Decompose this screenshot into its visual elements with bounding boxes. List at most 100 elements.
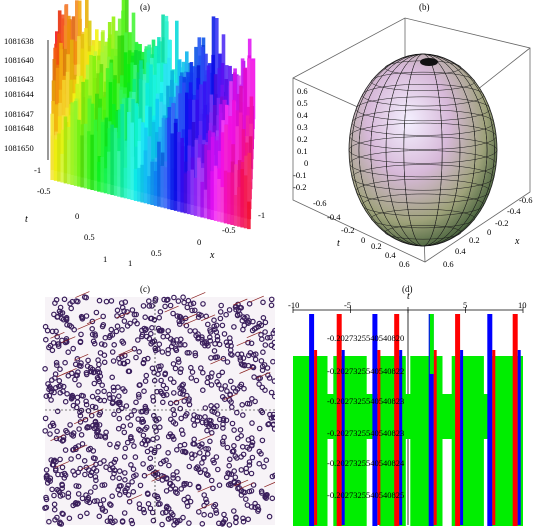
- scatter-point: [250, 364, 257, 371]
- t-tick: 0.5: [84, 232, 95, 242]
- scatter-point: [186, 350, 192, 356]
- scatter-point: [257, 375, 264, 381]
- scatter-point: [226, 522, 233, 528]
- scatter-point: [143, 424, 150, 431]
- trace-segment: [246, 331, 261, 339]
- scatter-point: [246, 488, 253, 495]
- surface-spike: [217, 179, 221, 222]
- scatter-point: [59, 481, 65, 488]
- scatter-point: [122, 445, 129, 452]
- scatter-point: [89, 393, 96, 400]
- scatter-point: [239, 362, 246, 368]
- scatter-point: [229, 420, 236, 427]
- y-tick: -0.2027325540540822: [327, 366, 405, 376]
- scatter-point: [177, 405, 184, 412]
- scatter-point: [117, 399, 123, 406]
- scatter-point: [228, 378, 234, 385]
- scatter-point: [193, 377, 200, 384]
- panel-label-d: (d): [402, 284, 413, 294]
- scatter-point: [64, 429, 70, 436]
- scatter-point: [197, 450, 203, 456]
- scatter-point: [242, 315, 248, 322]
- surface-spike: [207, 150, 211, 220]
- scatter-point: [240, 326, 246, 333]
- scatter-point: [78, 331, 84, 338]
- scatter-point: [116, 415, 123, 422]
- trace-segment: [73, 417, 89, 425]
- scatter-point: [99, 323, 106, 330]
- scatter-point: [149, 303, 155, 309]
- scatter-point: [73, 483, 80, 489]
- surface-spike: [213, 165, 218, 221]
- scatter-point: [55, 488, 62, 494]
- z-tick: 0.5: [297, 98, 308, 108]
- series-spike: [372, 314, 378, 526]
- surface-spike: [134, 146, 138, 191]
- surface-spike: [180, 137, 184, 213]
- scatter-point: [157, 308, 164, 315]
- scatter-point: [209, 408, 216, 415]
- scatter-point: [91, 466, 97, 472]
- scatter-point: [58, 521, 65, 527]
- scatter-point: [133, 472, 139, 478]
- trace-segment: [236, 339, 251, 347]
- scatter-point: [60, 383, 67, 390]
- surface-spike: [79, 75, 83, 137]
- scatter-point: [47, 475, 54, 482]
- scatter-point: [75, 491, 82, 497]
- series-spike: [492, 350, 496, 525]
- surface-spike: [153, 171, 158, 206]
- z-tick: 0.6: [297, 86, 308, 96]
- surface-spike: [140, 164, 144, 203]
- scatter-point: [64, 391, 70, 397]
- scatter-point: [219, 438, 226, 445]
- scatter-point: [246, 401, 253, 407]
- scatter-point: [91, 369, 97, 375]
- scatter-point: [160, 392, 167, 399]
- scatter-point: [47, 478, 54, 484]
- scatter-point: [198, 365, 204, 371]
- scatter-point: [128, 412, 135, 419]
- trace-segment: [50, 434, 65, 442]
- scatter-point: [193, 332, 199, 339]
- scatter-point: [260, 314, 267, 321]
- scatter-point: [109, 493, 116, 500]
- surface-spike: [77, 119, 81, 187]
- surface-spike: [87, 131, 91, 190]
- surface-spike: [74, 41, 79, 85]
- scatter-point: [203, 499, 210, 506]
- panel-a: (a) 1081638 1081640 1081643 1081644 1081…: [0, 0, 275, 270]
- scatter-point: [59, 438, 66, 444]
- scatter-point: [224, 359, 231, 365]
- scatter-point: [74, 399, 81, 405]
- surface-spike: [65, 71, 70, 134]
- series-spike: [399, 350, 403, 525]
- latitude-line: [349, 150, 497, 178]
- surface-spike: [195, 99, 199, 176]
- t-tick: 0: [75, 211, 80, 221]
- scatter-point: [187, 481, 193, 488]
- scatter-point: [164, 503, 170, 510]
- surface-spike: [152, 74, 157, 145]
- scatter-point: [213, 507, 219, 514]
- surface-spike: [124, 140, 128, 189]
- scatter-point: [127, 422, 134, 428]
- series-spike: [455, 314, 461, 526]
- scatter-point: [122, 352, 128, 359]
- scatter-point: [68, 396, 75, 402]
- trace-segment: [119, 349, 134, 357]
- scatter-point: [89, 331, 96, 338]
- scatter-point: [98, 341, 105, 347]
- scatter-point: [271, 378, 275, 384]
- scatter-point: [201, 502, 207, 509]
- scatter-point: [137, 505, 143, 512]
- scatter-point: [208, 355, 214, 361]
- surface-spike: [93, 119, 98, 191]
- latitude-line: [355, 96, 491, 122]
- scatter-point: [272, 327, 275, 334]
- surface-spike: [137, 141, 142, 192]
- scatter-point: [268, 342, 275, 349]
- scatter-point: [69, 392, 76, 399]
- scatter-point: [125, 482, 131, 489]
- scatter-point: [226, 462, 233, 469]
